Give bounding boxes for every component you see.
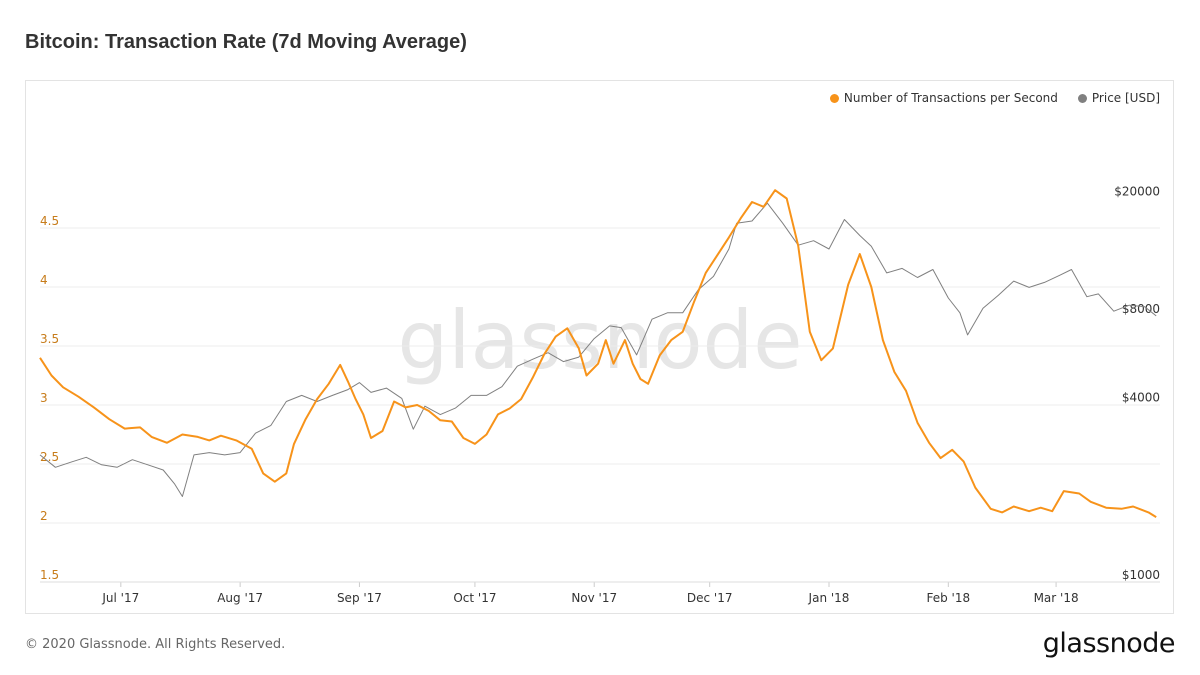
watermark: glassnode	[397, 294, 802, 387]
left-tick-label: 4.5	[40, 214, 59, 228]
x-tick-label: Oct '17	[453, 591, 496, 605]
left-tick-label: 3.5	[40, 332, 59, 346]
left-tick-label: 2.5	[40, 450, 59, 464]
legend-label-transactions: Number of Transactions per Second	[843, 91, 1058, 105]
left-tick-label: 4	[40, 273, 48, 287]
right-tick-label: $4000	[1122, 391, 1160, 405]
page-title: Bitcoin: Transaction Rate (7d Moving Ave…	[25, 31, 467, 53]
x-axis: Jul '17 Aug '17 Sep '17 Oct '17 Nov '17 Dec '…	[40, 581, 1160, 605]
left-tick-label: 2	[40, 509, 48, 523]
x-tick-label: Jul '17	[101, 591, 139, 605]
left-axis: 1.5 2 2.5 3 3.5 4 4.5	[40, 214, 59, 582]
x-tick-label: Jan '18	[808, 591, 850, 605]
x-tick-label: Sep '17	[337, 591, 382, 605]
right-axis: $1000$4000$8000$20000	[1114, 185, 1160, 582]
x-tick-label: Dec '17	[687, 591, 733, 605]
x-tick-label: Mar '18	[1034, 591, 1079, 605]
series-line-price[interactable]	[39, 202, 1157, 497]
legend-dot-transactions	[829, 93, 839, 103]
x-tick-label: Feb '18	[926, 591, 970, 605]
legend-dot-price	[1077, 93, 1087, 103]
left-tick-label: 1.5	[40, 568, 59, 582]
copyright-text: © 2020 Glassnode. All Rights Reserved.	[25, 637, 286, 652]
grid-lines	[40, 227, 1160, 583]
legend-item-price[interactable]: Price [USD]	[1077, 91, 1160, 105]
right-tick-label: $1000	[1122, 568, 1160, 582]
right-tick-label: $20000	[1114, 185, 1160, 199]
x-tick-label: Nov '17	[571, 591, 617, 605]
glassnode-logo[interactable]: glassnode	[1042, 628, 1176, 659]
x-tick-label: Aug '17	[217, 591, 263, 605]
series-line-transactions[interactable]	[39, 189, 1157, 518]
legend-label-price: Price [USD]	[1091, 91, 1160, 105]
chart-frame	[25, 80, 1174, 614]
legend-item-transactions[interactable]: Number of Transactions per Second	[829, 91, 1058, 105]
legend: Number of Transactions per Second Price …	[829, 91, 1160, 105]
series-layer	[39, 189, 1157, 518]
left-tick-label: 3	[40, 391, 48, 405]
